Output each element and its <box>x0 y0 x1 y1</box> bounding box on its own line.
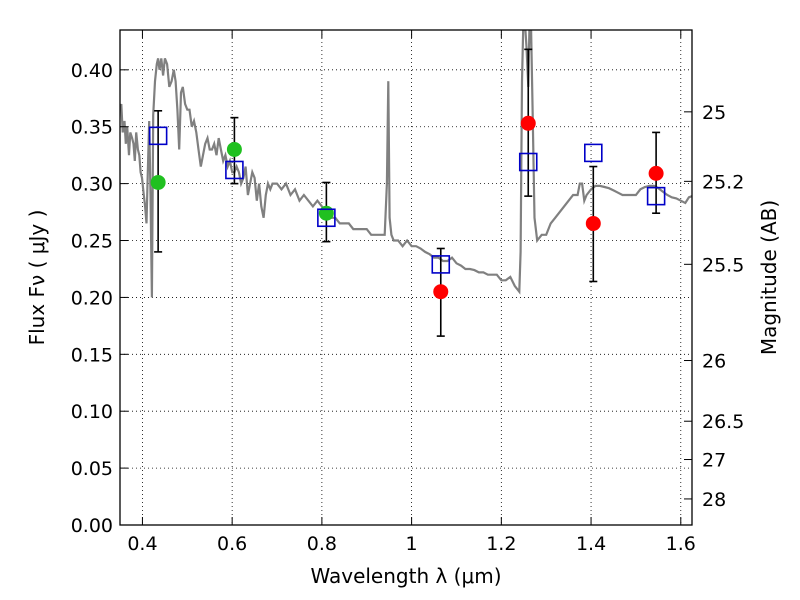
x-tick-label: 0.4 <box>127 533 157 555</box>
data-point-circle <box>648 165 664 181</box>
y-tick-label: 0.40 <box>71 60 113 82</box>
x-tick-label: 1.2 <box>486 533 516 555</box>
y2-tick-label: 27 <box>702 450 726 472</box>
x-tick-label: 0.8 <box>307 533 337 555</box>
y-tick-label: 0.05 <box>71 458 113 480</box>
y2-tick-label: 25.5 <box>702 254 744 276</box>
y-tick-label: 0.30 <box>71 174 113 196</box>
y2-tick-label: 26.5 <box>702 411 744 433</box>
data-point-circle <box>585 215 601 231</box>
model-point-square <box>584 143 603 163</box>
y-tick-label: 0.00 <box>71 515 113 537</box>
spectrum-line <box>120 30 692 298</box>
y2-tick-label: 28 <box>702 489 726 511</box>
model-point-square <box>148 126 168 146</box>
y-tick-label: 0.15 <box>71 344 113 366</box>
model-point-square <box>646 186 666 206</box>
x-tick-label: 1.4 <box>576 533 606 555</box>
model-point-square <box>518 152 538 172</box>
x-tick-label: 1 <box>406 533 418 555</box>
x-axis-label: Wavelength λ (μm) <box>310 564 501 588</box>
data-point-circle <box>520 115 536 131</box>
data-point-circle <box>226 141 242 157</box>
model-point-square <box>317 208 336 228</box>
data-point-circle <box>150 174 166 190</box>
y-tick-label: 0.20 <box>71 287 113 309</box>
y-tick-label: 0.25 <box>71 231 113 253</box>
model-point-square <box>431 255 451 274</box>
y2-tick-label: 26 <box>702 351 726 373</box>
y2-tick-label: 25 <box>702 102 726 124</box>
y2-axis-label: Magnitude (AB) <box>757 200 781 355</box>
y-axis-label: Flux Fν ( μJy ) <box>25 210 49 346</box>
y2-tick-label: 25.2 <box>702 171 744 193</box>
photometry-points <box>148 115 666 300</box>
x-tick-label: 0.6 <box>217 533 247 555</box>
grid <box>120 30 692 525</box>
data-point-circle <box>433 284 449 300</box>
model-spectrum <box>120 30 692 298</box>
axis-ticks: 0.4 0.6 0.8 1 1.2 1.4 1.6 0.00 0.05 0.10 0.15 0.20 0… <box>71 30 744 555</box>
plot-frame <box>119 29 693 526</box>
data-point-circle <box>318 205 334 221</box>
y-tick-label: 0.35 <box>71 117 113 139</box>
model-point-square <box>225 160 244 180</box>
y-tick-label: 0.10 <box>71 401 113 423</box>
x-tick-label: 1.6 <box>666 533 696 555</box>
